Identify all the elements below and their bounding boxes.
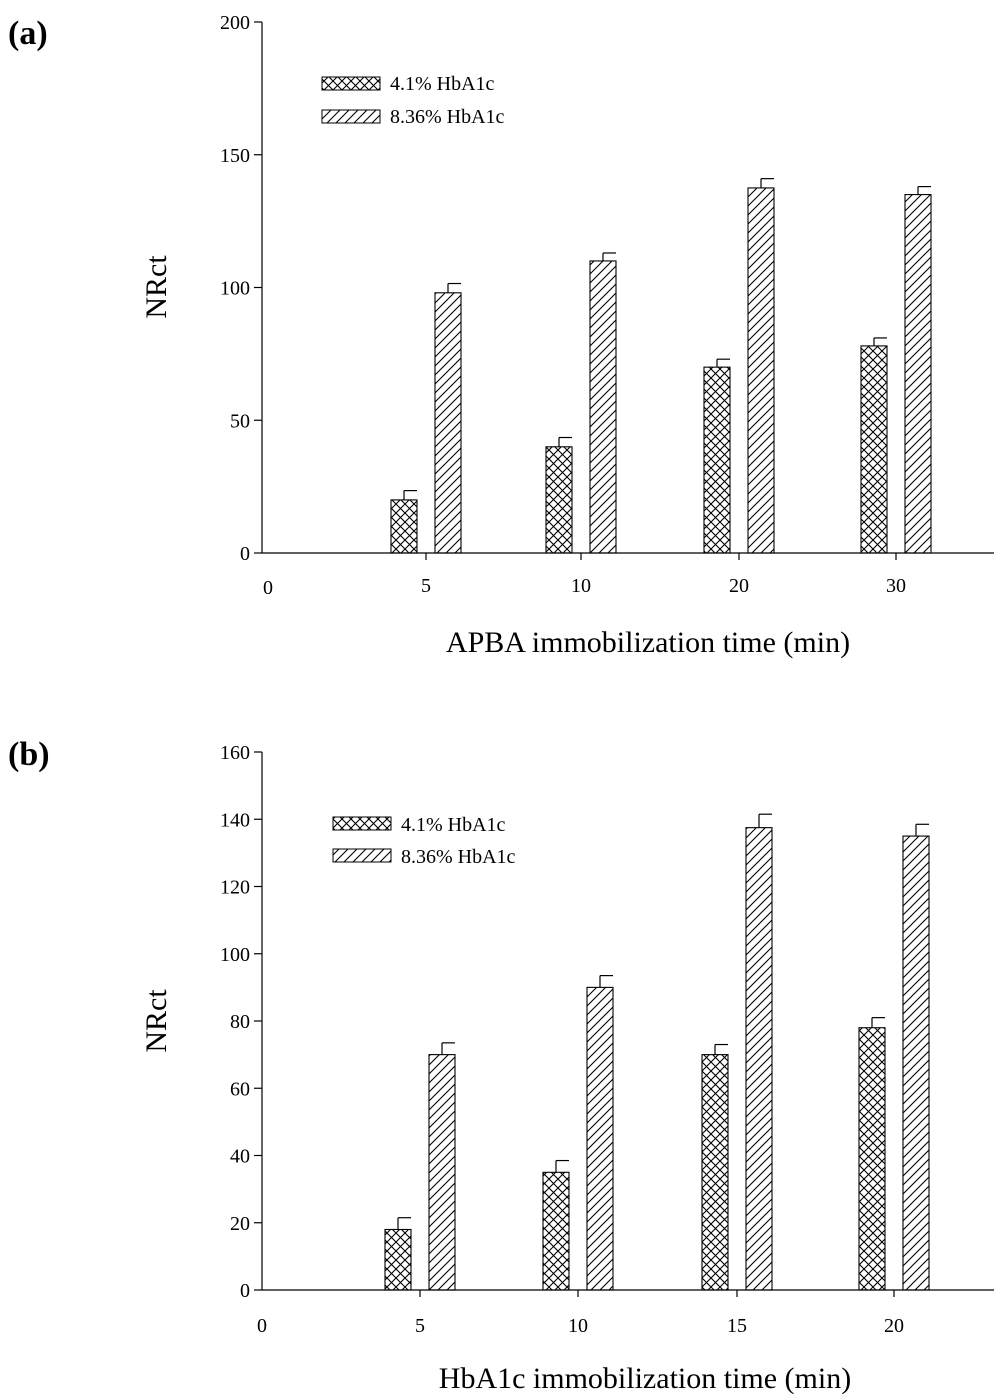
y-tick-label-b-2: 40 [230,1146,250,1168]
plot-area-b: 0 20 40 60 80 100 120 140 160 5 10 15 20 [220,742,994,1337]
x-tick-label-b-1: 10 [568,1315,588,1337]
legend-label-a-0: 4.1% HbA1c [390,73,495,95]
y-tick-label-a-0: 0 [240,543,250,565]
bar-b-s1-0 [428,1054,456,1291]
bar-b-s1-1 [586,986,614,1291]
legend-swatch-b-1 [332,848,392,863]
x-tick-label-a-1: 10 [571,575,591,597]
bar-a-s1-0 [434,292,462,554]
y-tick-label-a-1: 50 [230,410,250,432]
x-axis-title-a: APBA immobilization time (min) [446,626,850,659]
plot-area-a: 0 50 100 150 200 5 10 20 30 [220,12,994,597]
y-tick-label-b-8: 160 [220,742,250,764]
y-axis-title-a: NRct [140,255,173,319]
y-tick-label-a-3: 150 [220,145,250,167]
x-tick-label-a-0: 5 [421,575,431,597]
bar-a-s0-2 [703,366,731,554]
x-tick-label-a-3: 30 [886,575,906,597]
bar-a-s1-3 [904,194,932,554]
y-tick-label-b-5: 100 [220,944,250,966]
legend-label-a-1: 8.36% HbA1c [390,106,505,128]
x-tick-label-a-2: 20 [729,575,749,597]
chart-panel-a: (a) NRct APBA immobilization time (min) … [8,12,994,659]
y-axis-title-b: NRct [140,989,173,1053]
y-tick-label-a-4: 200 [220,12,250,34]
bar-a-s0-0 [390,499,418,554]
chart-panel-b: (b) NRct HbA1c immobilization time (min)… [8,736,994,1394]
y-tick-label-b-6: 120 [220,877,250,899]
legend-swatch-a-1 [321,109,381,124]
bar-b-s0-2 [701,1054,729,1291]
y-tick-label-b-4: 80 [230,1011,250,1033]
legend-b: 4.1% HbA1c 8.36% HbA1c [332,814,516,868]
x-tick-label-b-0: 5 [415,1315,425,1337]
bar-a-s1-2 [747,187,775,554]
y-tick-label-a-2: 100 [220,278,250,300]
x-origin-label-a: 0 [263,577,273,599]
bar-a-s0-3 [860,345,888,554]
panel-label-a: (a) [8,15,48,52]
bar-a-s0-1 [545,446,573,554]
x-origin-label-b: 0 [257,1315,267,1337]
bar-b-s0-0 [384,1228,412,1291]
legend-label-b-0: 4.1% HbA1c [401,814,506,836]
y-tick-label-b-0: 0 [240,1280,250,1302]
legend-swatch-a-0 [321,76,381,91]
y-tick-label-b-1: 20 [230,1213,250,1235]
x-tick-label-b-3: 20 [884,1315,904,1337]
bar-b-s1-2 [745,827,773,1291]
x-axis-title-b: HbA1c immobilization time (min) [439,1362,851,1394]
bar-b-s0-1 [542,1171,570,1291]
legend-a: 4.1% HbA1c 8.36% HbA1c [321,73,505,128]
x-tick-label-b-2: 15 [727,1315,747,1337]
panel-label-b: (b) [8,736,50,773]
y-tick-label-b-3: 60 [230,1078,250,1100]
legend-swatch-b-0 [332,816,392,831]
bar-b-s1-3 [902,835,930,1291]
legend-label-b-1: 8.36% HbA1c [401,846,516,868]
bar-b-s0-3 [858,1027,886,1291]
y-tick-label-b-7: 140 [220,809,250,831]
bar-a-s1-1 [589,260,617,554]
